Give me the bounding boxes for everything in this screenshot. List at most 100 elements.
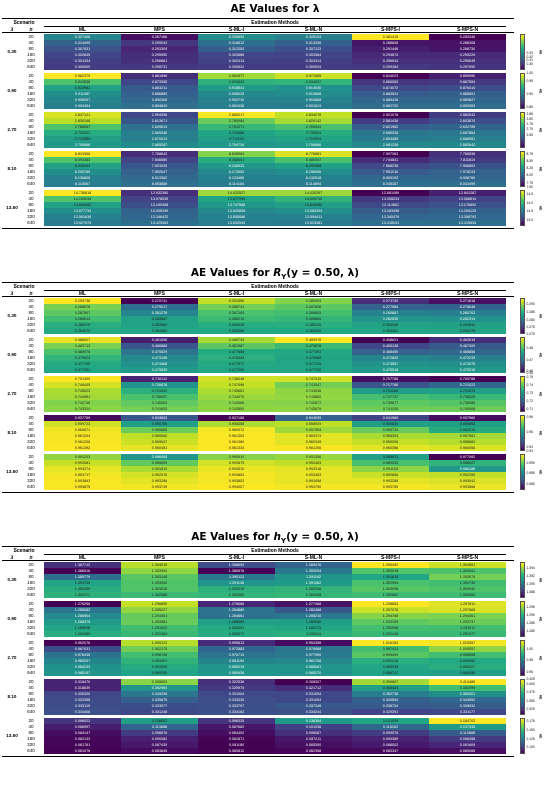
colorbar bbox=[520, 73, 525, 109]
heatmap-cell: 0.184702 bbox=[429, 718, 506, 724]
heatmap-cell: 0.993296 bbox=[121, 478, 198, 484]
heatmap-cell: 0.883524 bbox=[352, 91, 429, 97]
heatmap-cell: 0.959060 bbox=[121, 433, 198, 439]
heatmap-cell: 0.476988 bbox=[275, 355, 352, 361]
heatmap-cell: 0.300522 bbox=[198, 64, 275, 70]
heatmap-cell: 0.993408 bbox=[275, 478, 352, 484]
heatmap-cell: 0.961208 bbox=[44, 439, 121, 445]
heatmap-cell: 13.877990 bbox=[198, 196, 275, 202]
heatmap-cell: 8.009192 bbox=[352, 175, 429, 181]
heatmap-cell: 0.110688 bbox=[429, 730, 506, 736]
n-label: 40 bbox=[28, 568, 34, 573]
heatmap-cell: 2.582943 bbox=[429, 112, 506, 118]
heatmap-cell: 0.914040 bbox=[275, 85, 352, 91]
heatmap-cell: 13.620606 bbox=[198, 208, 275, 214]
heatmap-cell: 0.282535 bbox=[352, 316, 429, 322]
n-label: 80 bbox=[28, 310, 34, 315]
top-rule bbox=[2, 282, 514, 283]
lambda-label: 8.10 bbox=[7, 166, 17, 171]
heatmap-cell: 0.992581 bbox=[44, 460, 121, 466]
heatmap-cell: 0.299164 bbox=[352, 64, 429, 70]
heatmap-cell: 0.988747 bbox=[352, 670, 429, 676]
heatmap-cell: 0.468856 bbox=[429, 349, 506, 355]
heatmap-cell: 0.291550 bbox=[198, 298, 275, 304]
heatmap-cell: 0.959723 bbox=[44, 421, 121, 427]
n-label: 20 bbox=[28, 73, 34, 78]
heatmap-cell: 0.287105 bbox=[198, 310, 275, 316]
heatmap-cell: 7.992647 bbox=[121, 169, 198, 175]
title-subscript: Y bbox=[280, 537, 287, 546]
heatmap-cell: 1.392271 bbox=[44, 592, 121, 598]
heatmap-cell: 1.387712 bbox=[44, 562, 121, 568]
heatmap-cell: 13.555068 bbox=[198, 214, 275, 220]
heatmap-cell: 0.889827 bbox=[429, 97, 506, 103]
colorbar-tick-label: 0.73 bbox=[526, 390, 533, 395]
heatmap-cell: 0.717766 bbox=[352, 382, 429, 388]
heatmap-cell: 0.893353 bbox=[429, 103, 506, 109]
n-label: 640 bbox=[27, 631, 35, 636]
heatmap-cell: 0.313336 bbox=[275, 40, 352, 46]
n-label: 40 bbox=[28, 724, 34, 729]
colorbar-tick-label: 0.90 bbox=[526, 92, 533, 97]
n-label: 80 bbox=[28, 46, 34, 51]
heatmap-cell: 0.958303 bbox=[352, 433, 429, 439]
colorbar-tick-label: 0.45 bbox=[526, 371, 533, 375]
heatmap-cell: 0.113858 bbox=[121, 724, 198, 730]
colorbar bbox=[520, 376, 525, 412]
heatmap-cell: 0.960366 bbox=[352, 445, 429, 451]
heatmap-cell: 0.115162 bbox=[352, 724, 429, 730]
heatmap-cell: 0.980937 bbox=[44, 658, 121, 664]
heatmap-cell: 0.738989 bbox=[429, 400, 506, 406]
heatmap-cell: 8.043499 bbox=[429, 181, 506, 187]
n-label: 320 bbox=[27, 439, 35, 444]
n-label: 20 bbox=[28, 112, 34, 117]
heatmap-cell: 0.344592 bbox=[429, 697, 506, 703]
heatmap-cell: 0.889416 bbox=[352, 97, 429, 103]
heatmap-cell: 2.594396 bbox=[121, 112, 198, 118]
heatmap-cell: 1.393575 bbox=[429, 574, 506, 580]
heatmap-cell: 0.296544 bbox=[352, 58, 429, 64]
heatmap-cell: 2.765044 bbox=[275, 124, 352, 130]
colorbar-tick-label: 0.125 bbox=[526, 736, 535, 741]
heatmap-cell: 0.976968 bbox=[275, 646, 352, 652]
heatmap-cell: 0.748405 bbox=[44, 382, 121, 388]
heatmap-cell: 0.303686 bbox=[198, 52, 275, 58]
n-label: 320 bbox=[27, 742, 35, 747]
heatmap-cell: 1.392346 bbox=[275, 586, 352, 592]
heatmap-cell: 0.096335 bbox=[198, 718, 275, 724]
heatmap-cell: 0.330320 bbox=[44, 691, 121, 697]
n-label: 20 bbox=[28, 151, 34, 156]
colorbar-tick-label: 7.75 bbox=[526, 180, 533, 185]
heatmap-cell: 1.393018 bbox=[121, 586, 198, 592]
heatmap-cell: 0.731200 bbox=[352, 388, 429, 394]
colorbar-tick-label: 2.70 bbox=[526, 127, 533, 132]
heatmap-cell: 0.287836 bbox=[275, 304, 352, 310]
heatmap-cell: 8.196006 bbox=[275, 169, 352, 175]
n-label: 320 bbox=[27, 586, 35, 591]
heatmap-cell: 0.081871 bbox=[198, 736, 275, 742]
colorbar-tick-label: 0.94 bbox=[526, 444, 533, 449]
heatmap-cell: 0.901813 bbox=[275, 103, 352, 109]
heatmap-cell: 0.489978 bbox=[275, 337, 352, 343]
heatmap-cell: 1.291364 bbox=[121, 631, 198, 637]
n-label: 80 bbox=[28, 388, 34, 393]
heatmap-cell: 1.290077 bbox=[198, 631, 275, 637]
heatmap-cell: 0.972883 bbox=[198, 646, 275, 652]
heatmap-cell: 0.298731 bbox=[121, 64, 198, 70]
heatmap-cell: 0.477577 bbox=[198, 361, 275, 367]
heatmap-cell: 2.751271 bbox=[198, 124, 275, 130]
heatmap-cell: 13.176802 bbox=[429, 202, 506, 208]
n-label: 20 bbox=[28, 190, 34, 195]
n-label: 160 bbox=[27, 697, 35, 702]
heatmap-cell: 0.472239 bbox=[429, 355, 506, 361]
colorbar-label: AE bbox=[538, 352, 543, 358]
colorbar-tick-label: 0.48 bbox=[526, 346, 533, 351]
colorbar-tick-label: 0.71 bbox=[526, 406, 533, 411]
heatmap-cell: 0.710112 bbox=[121, 376, 198, 382]
heatmap-cell: 0.474557 bbox=[352, 361, 429, 367]
heatmap-cell: 0.977965 bbox=[275, 652, 352, 658]
heatmap-cell: 0.993769 bbox=[352, 484, 429, 490]
column-header: ML bbox=[78, 290, 87, 297]
heatmap-cell: 0.287907 bbox=[44, 310, 121, 316]
heatmap-cell: 8.203769 bbox=[44, 169, 121, 175]
